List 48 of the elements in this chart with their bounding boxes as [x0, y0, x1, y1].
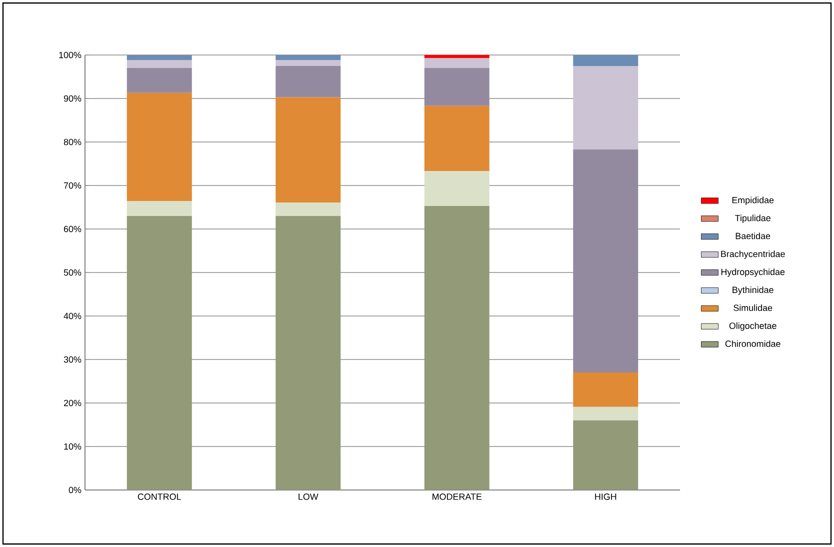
bar: [424, 68, 490, 106]
bar: [424, 171, 490, 206]
x-tick-label: CONTROL: [138, 494, 181, 500]
y-tick-label: 0%: [68, 486, 82, 494]
y-tick-label: 20%: [64, 400, 82, 406]
x-tick-label: HIGH: [595, 494, 616, 500]
bar: [126, 54, 192, 60]
bar: [424, 206, 490, 490]
y-tick-label: 100%: [59, 52, 82, 58]
bar: [276, 60, 341, 66]
y-tick-label: 60%: [64, 226, 82, 232]
bar: [126, 201, 192, 216]
bar: [424, 54, 490, 58]
y-tick-label: 80%: [64, 138, 82, 146]
bar: [276, 97, 341, 202]
y-tick-label: 10%: [64, 443, 82, 450]
bar: [276, 202, 341, 216]
legend-label: Simulidae: [734, 304, 772, 311]
y-tick-label: 90%: [64, 95, 82, 102]
legend-label: Oligochetae: [729, 322, 776, 331]
bar: [573, 149, 638, 373]
y-tick-label: 70%: [64, 182, 82, 189]
bar: [573, 66, 638, 150]
legend-label: Brachycentridae: [721, 250, 785, 259]
legend-label: Empididae: [732, 196, 774, 206]
legend-label: Baetidae: [736, 232, 770, 240]
bar: [276, 216, 341, 490]
y-tick-label: 30%: [64, 356, 82, 363]
bar: [424, 58, 490, 68]
legend-label: Hydropsychidae: [721, 268, 785, 277]
legend-label: Chironomidae: [725, 340, 780, 347]
legend-label: Bythinidae: [732, 286, 774, 295]
bar: [573, 54, 638, 66]
bar: [276, 66, 341, 98]
y-tick-label: 40%: [64, 312, 82, 320]
y-tick-label: 50%: [64, 269, 82, 276]
bar: [573, 372, 638, 407]
bar: [126, 92, 192, 202]
bar: [126, 60, 192, 68]
bar: [573, 420, 638, 490]
x-tick-label: MODERATE: [432, 494, 482, 500]
bar: [126, 68, 192, 93]
legend-label: Tipulidae: [735, 214, 770, 223]
x-tick-label: LOW: [298, 494, 318, 500]
bar: [573, 406, 638, 420]
bar: [424, 106, 490, 172]
bar: [126, 216, 192, 490]
bar: [276, 54, 341, 60]
